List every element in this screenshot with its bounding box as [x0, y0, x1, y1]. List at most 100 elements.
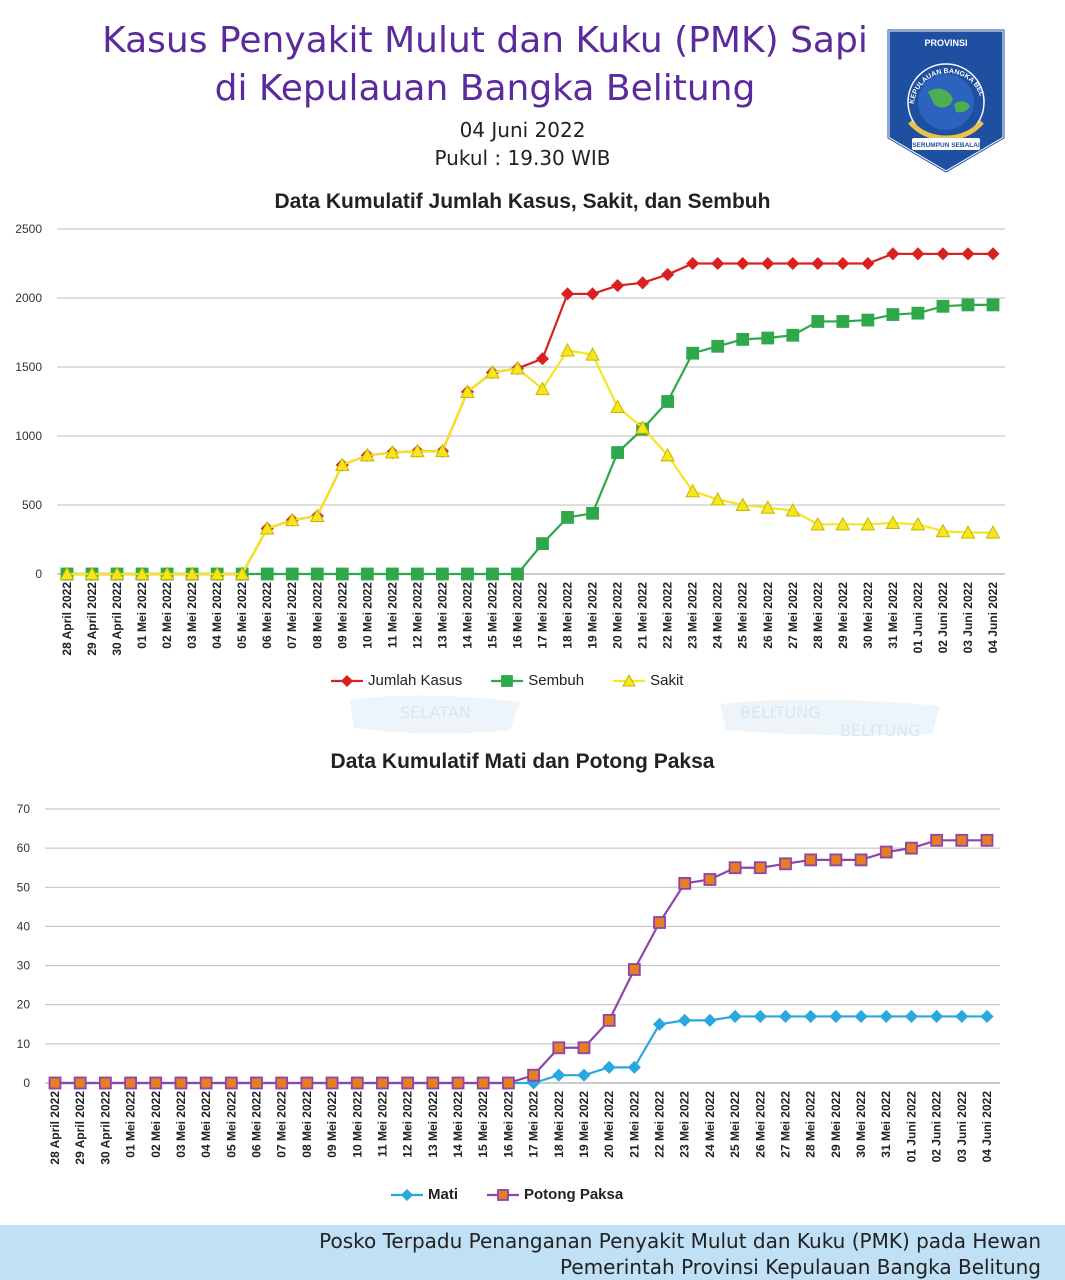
report-date: 04 Juni 2022 [459, 118, 586, 142]
data-point [910, 516, 926, 531]
data-point [711, 256, 725, 271]
y-tick-label: 2500 [15, 222, 42, 236]
x-tick-label: 04 Juni 2022 [986, 582, 1000, 654]
data-point [854, 853, 868, 867]
legend-label: Jumlah Kasus [368, 672, 463, 689]
footer-banner: Posko Terpadu Penanganan Penyakit Mulut … [0, 1225, 1065, 1280]
x-tick-label: 28 Mei 2022 [811, 582, 825, 649]
data-point [510, 360, 525, 375]
legend-label: Sembuh [528, 672, 585, 689]
y-tick-label: 1000 [15, 429, 42, 443]
data-point [577, 1068, 591, 1082]
x-tick-label: 29 April 2022 [73, 1091, 87, 1165]
x-tick-label: 31 Mei 2022 [879, 1091, 893, 1158]
data-point [59, 566, 75, 580]
data-point [309, 508, 325, 523]
x-tick-label: 09 Mei 2022 [335, 582, 349, 649]
x-tick-label: 01 Juni 2022 [911, 582, 925, 654]
x-tick-label: 11 Mei 2022 [375, 1091, 389, 1157]
data-point [184, 566, 200, 580]
x-tick-label: 28 April 2022 [60, 582, 74, 656]
x-tick-label: 26 Mei 2022 [753, 1091, 767, 1158]
logo-motto: SERUMPUN SEBALAI [912, 142, 980, 149]
legend-swatch [487, 1188, 519, 1201]
data-point [760, 500, 776, 514]
x-tick-label: 08 Mei 2022 [300, 1091, 314, 1158]
gridlines [57, 228, 1005, 575]
x-axis-labels: 28 April 2022 29 April 2022 30 April 2022 0… [60, 582, 1000, 656]
watermark-text-selatan: SELATAN [400, 703, 471, 722]
legend-marker [622, 673, 636, 686]
data-point [980, 833, 994, 847]
series-potong-paksa [48, 833, 994, 1090]
x-tick-label: 19 Mei 2022 [586, 582, 600, 649]
map-watermark: SELATAN BELITUNG BELITUNG [350, 695, 940, 740]
data-point [811, 256, 825, 271]
legend-item-potong-paksa: Potong Paksa [486, 1186, 623, 1203]
x-tick-label: 29 April 2022 [85, 582, 99, 656]
data-point [335, 567, 349, 581]
data-point [678, 1013, 692, 1027]
series-line [55, 1015, 987, 1085]
x-tick-label: 08 Mei 2022 [310, 582, 324, 649]
data-point [660, 447, 675, 462]
data-point [836, 256, 850, 271]
province-logo: PROVINSI KEPULAUAN BANGKA BELITUNG SERUM… [884, 26, 1006, 174]
legend-marker [501, 674, 514, 687]
x-tick-label: 24 Mei 2022 [703, 1091, 717, 1158]
chart2-legend: Mati Potong Paksa [390, 1186, 623, 1203]
legend-item-sembuh: Sembuh [490, 672, 584, 689]
legend-marker [400, 1188, 414, 1201]
data-point [560, 287, 575, 301]
logo-motto-ribbon [912, 138, 980, 150]
data-point [936, 299, 950, 313]
data-point [611, 446, 624, 459]
data-point [661, 395, 675, 408]
report-time: Pukul : 19.30 WIB [434, 146, 611, 170]
legend-item-mati: Mati [390, 1186, 458, 1203]
y-tick-label: 2000 [15, 291, 42, 305]
x-tick-label: 29 Mei 2022 [829, 1091, 843, 1158]
legend-item-jumlah-kasus: Jumlah Kasus [330, 672, 462, 689]
data-point [73, 1076, 87, 1090]
legend-item-sakit: Sakit [612, 672, 683, 689]
x-tick-label: 05 Mei 2022 [235, 582, 249, 649]
data-point [960, 525, 976, 539]
series-line [67, 349, 993, 576]
data-point [905, 841, 918, 855]
data-point [334, 457, 350, 471]
data-point [561, 511, 574, 524]
data-point [936, 247, 950, 261]
data-point [804, 853, 818, 867]
x-tick-label: 17 Mei 2022 [536, 582, 550, 649]
data-point [234, 566, 250, 580]
x-tick-label: 30 Mei 2022 [854, 1091, 868, 1158]
x-tick-label: 27 Mei 2022 [786, 582, 800, 649]
data-point [652, 1017, 667, 1031]
x-tick-label: 03 Mei 2022 [174, 1091, 188, 1158]
x-tick-label: 30 April 2022 [110, 582, 124, 656]
data-point [879, 1009, 893, 1024]
x-tick-label: 23 Mei 2022 [686, 582, 700, 649]
data-point [911, 247, 925, 261]
x-tick-label: 04 Mei 2022 [199, 1091, 213, 1158]
data-point [786, 256, 800, 271]
data-point [635, 420, 650, 434]
data-point [209, 566, 225, 580]
data-point [778, 1009, 793, 1024]
data-point [460, 384, 475, 398]
x-tick-label: 15 Mei 2022 [485, 582, 499, 649]
data-point [835, 516, 851, 531]
data-point [728, 1009, 742, 1024]
x-tick-label: 04 Juni 2022 [980, 1091, 994, 1163]
footer-line2: Pemerintah Provinsi Kepulauan Bangka Bel… [560, 1255, 1041, 1279]
data-point [385, 567, 399, 581]
data-point [986, 247, 1000, 261]
data-point [285, 567, 299, 581]
data-point [401, 1076, 415, 1090]
data-point [124, 1076, 137, 1090]
x-tick-label: 14 Mei 2022 [451, 1091, 465, 1158]
gridlines [45, 808, 1000, 1084]
x-tick-label: 01 Mei 2022 [124, 1091, 138, 1158]
x-tick-label: 30 April 2022 [98, 1091, 112, 1165]
